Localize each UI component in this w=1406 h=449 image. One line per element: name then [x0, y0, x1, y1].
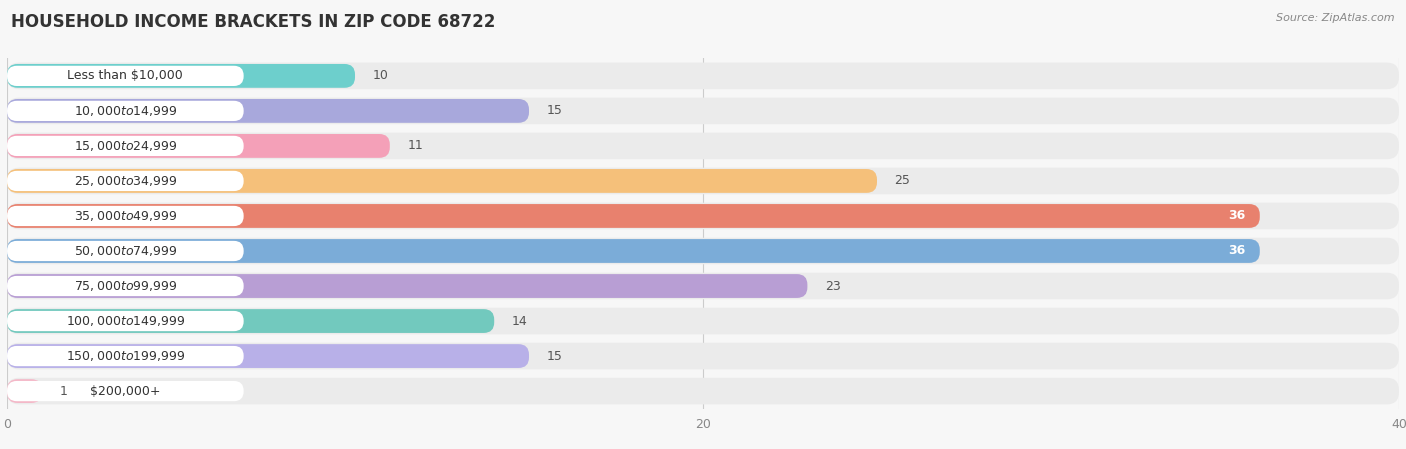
Text: $100,000 to $149,999: $100,000 to $149,999: [66, 314, 186, 328]
FancyBboxPatch shape: [7, 241, 243, 261]
FancyBboxPatch shape: [7, 308, 1399, 335]
Text: 36: 36: [1229, 245, 1246, 257]
FancyBboxPatch shape: [7, 346, 243, 366]
Text: 1: 1: [59, 385, 67, 397]
FancyBboxPatch shape: [7, 379, 42, 403]
Text: HOUSEHOLD INCOME BRACKETS IN ZIP CODE 68722: HOUSEHOLD INCOME BRACKETS IN ZIP CODE 68…: [11, 13, 496, 31]
Text: 11: 11: [408, 140, 423, 152]
FancyBboxPatch shape: [7, 276, 243, 296]
Text: 14: 14: [512, 315, 527, 327]
Text: 10: 10: [373, 70, 388, 82]
Text: 36: 36: [1229, 210, 1246, 222]
Text: Less than $10,000: Less than $10,000: [67, 70, 183, 82]
FancyBboxPatch shape: [7, 238, 1399, 264]
FancyBboxPatch shape: [7, 204, 1260, 228]
FancyBboxPatch shape: [7, 206, 243, 226]
Text: $10,000 to $14,999: $10,000 to $14,999: [73, 104, 177, 118]
FancyBboxPatch shape: [7, 97, 1399, 124]
Text: $150,000 to $199,999: $150,000 to $199,999: [66, 349, 186, 363]
FancyBboxPatch shape: [7, 136, 243, 156]
Text: 15: 15: [547, 105, 562, 117]
FancyBboxPatch shape: [7, 343, 1399, 370]
Text: 23: 23: [825, 280, 841, 292]
Text: $75,000 to $99,999: $75,000 to $99,999: [73, 279, 177, 293]
FancyBboxPatch shape: [7, 132, 1399, 159]
FancyBboxPatch shape: [7, 274, 807, 298]
FancyBboxPatch shape: [7, 344, 529, 368]
FancyBboxPatch shape: [7, 273, 1399, 299]
Text: 15: 15: [547, 350, 562, 362]
Text: $200,000+: $200,000+: [90, 385, 160, 397]
FancyBboxPatch shape: [7, 309, 495, 333]
FancyBboxPatch shape: [7, 99, 529, 123]
FancyBboxPatch shape: [7, 171, 243, 191]
FancyBboxPatch shape: [7, 66, 243, 86]
Text: Source: ZipAtlas.com: Source: ZipAtlas.com: [1277, 13, 1395, 23]
Text: $25,000 to $34,999: $25,000 to $34,999: [73, 174, 177, 188]
FancyBboxPatch shape: [7, 134, 389, 158]
Text: $35,000 to $49,999: $35,000 to $49,999: [73, 209, 177, 223]
FancyBboxPatch shape: [7, 239, 1260, 263]
FancyBboxPatch shape: [7, 311, 243, 331]
Text: $15,000 to $24,999: $15,000 to $24,999: [73, 139, 177, 153]
FancyBboxPatch shape: [7, 169, 877, 193]
FancyBboxPatch shape: [7, 378, 1399, 405]
FancyBboxPatch shape: [7, 64, 354, 88]
FancyBboxPatch shape: [7, 167, 1399, 194]
FancyBboxPatch shape: [7, 202, 1399, 229]
Text: $50,000 to $74,999: $50,000 to $74,999: [73, 244, 177, 258]
FancyBboxPatch shape: [7, 101, 243, 121]
Text: 25: 25: [894, 175, 910, 187]
FancyBboxPatch shape: [7, 62, 1399, 89]
FancyBboxPatch shape: [7, 381, 243, 401]
